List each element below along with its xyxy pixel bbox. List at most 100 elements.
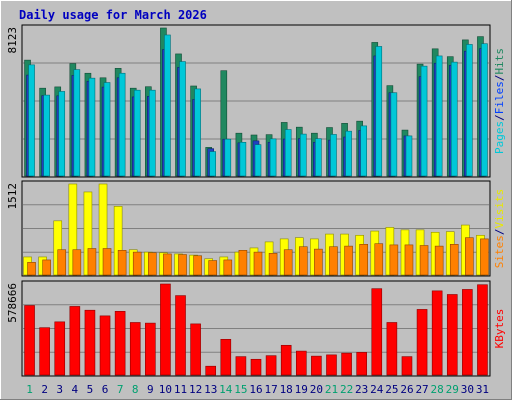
bar-pages-day-19 [299, 133, 307, 177]
x-tick-label: 30 [461, 383, 474, 396]
bar-sites-day-21 [329, 246, 338, 276]
panel-hits-files-pages: 8123 Pages/Files/Hits [6, 24, 506, 178]
bar-sites-day-22 [344, 245, 353, 276]
bar-sites-day-30 [465, 237, 474, 276]
legend-entry: Sites [493, 235, 506, 268]
bar-sites-day-27 [419, 245, 429, 276]
bar-sites-day-25 [389, 244, 399, 276]
bar-sites-day-1 [27, 262, 36, 276]
legend-entry: Files [493, 81, 506, 114]
bar-kbytes-day-18 [280, 344, 292, 376]
bar-sites-day-8 [132, 251, 142, 276]
bar-pages-day-18 [284, 129, 292, 177]
bar-kbytes-day-23 [356, 352, 367, 376]
bar-sites-day-15 [238, 250, 248, 276]
bar-kbytes-day-10 [160, 283, 171, 376]
legend-entry: / [493, 114, 506, 121]
bar-sites-day-17 [268, 253, 278, 276]
bar-sites-day-28 [434, 245, 444, 276]
bar-kbytes-day-17 [265, 355, 277, 376]
bar-kbytes-day-4 [69, 306, 81, 376]
x-tick-label: 6 [102, 383, 109, 396]
bar-pages-day-31 [481, 43, 488, 177]
bar-pages-day-21 [330, 134, 337, 177]
legend-entry: Hits [493, 48, 506, 75]
x-tick-label: 14 [219, 383, 233, 396]
bar-kbytes-day-12 [190, 323, 201, 376]
bar-pages-day-10 [164, 34, 171, 177]
x-tick-label: 4 [72, 383, 79, 396]
y-max-label: 1512 [6, 183, 19, 210]
bar-sites-day-20 [314, 248, 323, 276]
bar-kbytes-day-3 [54, 321, 66, 376]
bar-sites-day-23 [359, 244, 368, 276]
bar-kbytes-day-15 [235, 356, 247, 376]
bar-kbytes-day-31 [477, 284, 488, 376]
legend-entry: KBytes [493, 309, 506, 349]
bar-pages-day-11 [179, 61, 186, 177]
bar-kbytes-day-20 [311, 355, 322, 376]
bar-pages-day-8 [133, 89, 141, 177]
bar-sites-day-14 [223, 259, 233, 276]
bar-kbytes-day-2 [39, 327, 50, 376]
x-tick-label: 25 [385, 383, 398, 396]
legend: KBytes [493, 309, 506, 349]
x-tick-label: 15 [234, 383, 247, 396]
legend-entry: / [493, 75, 506, 82]
x-tick-label: 13 [204, 383, 217, 396]
bar-pages-day-29 [450, 61, 458, 177]
bar-pages-day-30 [466, 44, 473, 177]
bar-kbytes-day-25 [386, 322, 398, 376]
bar-kbytes-day-14 [220, 339, 232, 376]
x-tick-label: 28 [431, 383, 444, 396]
x-axis: 1 2 3 4 5 6 7 8 9 10 11 12 13 14 15 16 17 18 19 20 21 22 23 24 2… [26, 383, 489, 396]
x-tick-label: 12 [189, 383, 202, 396]
bar-pages-day-16 [254, 144, 262, 177]
bar-kbytes-day-1 [24, 305, 35, 376]
x-tick-label: 11 [174, 383, 187, 396]
x-tick-label: 27 [415, 383, 428, 396]
x-tick-label: 24 [370, 383, 384, 396]
x-tick-label: 8 [132, 383, 139, 396]
x-tick-label: 23 [355, 383, 368, 396]
bar-sites-day-6 [102, 248, 112, 276]
bar-kbytes-day-22 [341, 352, 352, 376]
bar-kbytes-day-30 [462, 289, 473, 376]
bar-sites-day-18 [283, 249, 293, 276]
bar-sites-day-13 [208, 260, 218, 276]
panel-visits-sites: 1512 Sites/Visits [6, 180, 506, 277]
bar-sites-day-29 [449, 244, 459, 276]
bar-kbytes-day-19 [295, 350, 307, 376]
bar-pages-day-14 [224, 138, 232, 177]
chart-panels: 8123Pages/Files/Hits1512Sites/Visits5786… [6, 24, 506, 377]
bar-sites-day-7 [117, 250, 127, 276]
bar-kbytes-day-8 [129, 322, 141, 376]
bar-kbytes-day-11 [175, 295, 186, 376]
bar-sites-day-31 [480, 238, 489, 276]
bar-pages-day-3 [58, 91, 66, 177]
bar-pages-day-24 [375, 46, 383, 177]
panel-kbytes: 578666 KBytes [6, 280, 506, 377]
bar-pages-day-5 [88, 77, 96, 177]
bar-kbytes-day-7 [114, 311, 126, 376]
bar-sites-day-3 [57, 249, 67, 276]
bar-kbytes-day-5 [84, 309, 96, 376]
bar-kbytes-day-27 [416, 309, 428, 376]
bar-kbytes-day-6 [99, 315, 111, 376]
bar-kbytes-day-26 [401, 356, 413, 376]
bar-sites-day-5 [87, 248, 97, 276]
bar-kbytes-day-24 [371, 288, 383, 376]
x-tick-label: 21 [325, 383, 338, 396]
x-tick-label: 1 [26, 383, 33, 396]
bar-pages-day-28 [435, 55, 443, 177]
y-max-label: 8123 [6, 27, 19, 54]
x-tick-label: 17 [264, 383, 277, 396]
bar-pages-day-15 [239, 141, 247, 177]
bar-pages-day-25 [390, 92, 398, 177]
x-tick-label: 9 [147, 383, 154, 396]
bar-pages-day-6 [103, 82, 111, 177]
y-max-label: 578666 [6, 283, 19, 323]
legend: Pages/Files/Hits [493, 48, 506, 154]
bar-pages-day-12 [194, 88, 201, 177]
